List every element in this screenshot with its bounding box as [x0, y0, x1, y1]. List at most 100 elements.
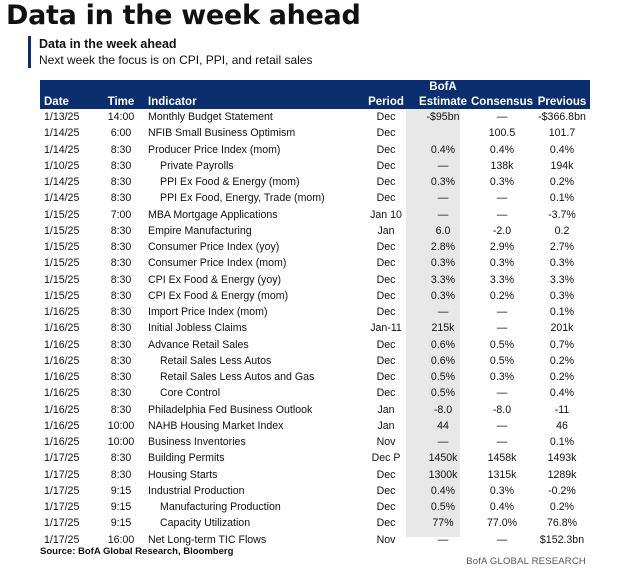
cell-period: Dec [376, 159, 396, 172]
cell-time: 8:30 [110, 322, 132, 335]
cell-consensus: 0.3% [489, 257, 515, 270]
table-row: 1/14/25 8:30 PPI Ex Food & Energy (mom) Dec… [40, 174, 590, 190]
cell-date: 1/16/25 [44, 403, 80, 416]
header-date: Date [40, 94, 96, 109]
cell-estimate: -$95bn [426, 111, 460, 124]
cell-consensus: — [496, 111, 508, 124]
cell-time: 9:15 [110, 517, 132, 530]
cell-time: 9:15 [110, 484, 132, 497]
table-row: 1/15/25 8:30 Consumer Price Index (yoy) Dec… [40, 239, 590, 255]
table-row: 1/14/25 6:00 NFIB Small Business Optimism D… [40, 125, 590, 141]
cell-consensus: — [496, 533, 508, 546]
cell-period: Dec [376, 257, 396, 270]
cell-time: 8:30 [110, 338, 132, 351]
table-row: 1/15/25 8:30 CPI Ex Food & Energy (yoy) Dec… [40, 272, 590, 288]
cell-period: Dec P [371, 452, 401, 465]
cell-consensus: 0.3% [489, 484, 515, 497]
cell-estimate: — [437, 306, 449, 319]
cell-previous: $152.3bn [539, 533, 585, 546]
cell-period: Dec [376, 192, 396, 205]
cell-previous: 2.7% [549, 241, 575, 254]
cell-date: 1/16/25 [44, 306, 80, 319]
cell-time: 16:00 [107, 533, 135, 546]
cell-previous: 0.3% [549, 257, 575, 270]
cell-indicator: Import Price Index (mom) [148, 306, 268, 319]
cell-time: 8:30 [110, 354, 132, 367]
cell-previous: 101.7 [548, 127, 576, 140]
cell-period: Dec [376, 501, 396, 514]
cell-time: 10:00 [107, 436, 135, 449]
cell-previous: 0.2% [549, 371, 575, 384]
table-card-header: Data in the week ahead Next week the foc… [28, 36, 611, 68]
cell-period: Dec [376, 273, 396, 286]
cell-estimate: 0.3% [430, 176, 456, 189]
cell-date: 1/14/25 [44, 176, 80, 189]
header-row: Date Time Indicator Period Estimate Cons… [40, 94, 590, 109]
table-row: 1/14/25 8:30 Producer Price Index (mom) Dec… [40, 142, 590, 158]
cell-time: 8:30 [110, 403, 132, 416]
cell-date: 1/16/25 [44, 419, 80, 432]
brand-label: BofA GLOBAL RESEARCH [466, 556, 586, 567]
cell-period: Dec [376, 484, 396, 497]
cell-indicator: Capacity Utilization [160, 517, 251, 530]
cell-period: Dec [376, 387, 396, 400]
cell-previous: 3.3% [549, 273, 575, 286]
table-body: 1/13/25 14:00 Monthly Budget Statement Dec -… [40, 109, 590, 548]
cell-date: 1/17/25 [44, 533, 80, 546]
cell-period: Dec [376, 371, 396, 384]
cell-previous: -$366.8bn [538, 111, 586, 124]
header-previous: Previous [534, 94, 590, 109]
table-row: 1/17/25 9:15 Manufacturing Production Dec 0.… [40, 499, 590, 515]
cell-indicator: Initial Jobless Claims [148, 322, 247, 335]
cell-date: 1/15/25 [44, 208, 80, 221]
cell-previous: 1493k [547, 452, 577, 465]
cell-indicator: Manufacturing Production [160, 501, 281, 514]
cell-previous: 0.2 [554, 224, 570, 237]
cell-estimate: 0.6% [430, 354, 456, 367]
cell-time: 8:30 [110, 159, 132, 172]
cell-estimate: 44 [437, 419, 449, 432]
cell-date: 1/16/25 [44, 322, 80, 335]
cell-date: 1/15/25 [44, 257, 80, 270]
cell-previous: -3.7% [548, 208, 576, 221]
cell-estimate: -8.0 [433, 403, 453, 416]
cell-consensus: 0.4% [489, 501, 515, 514]
cell-time: 14:00 [107, 111, 135, 124]
cell-estimate: 0.5% [430, 371, 456, 384]
table-row: 1/14/25 8:30 PPI Ex Food, Energy, Trade (m… [40, 190, 590, 206]
cell-consensus: 1315k [487, 468, 517, 481]
cell-previous: -0.2% [548, 484, 576, 497]
estimate-column-shading [406, 80, 460, 537]
cell-estimate: 215k [431, 322, 455, 335]
cell-indicator: PPI Ex Food, Energy, Trade (mom) [160, 192, 325, 205]
table-row: 1/16/25 8:30 Initial Jobless Claims Jan-11 2… [40, 320, 590, 336]
cell-estimate: 1450k [428, 452, 458, 465]
cell-consensus: 3.3% [489, 273, 515, 286]
cell-period: Nov [376, 436, 396, 449]
cell-consensus: 0.3% [489, 176, 515, 189]
cell-date: 1/17/25 [44, 468, 80, 481]
table-row: 1/15/25 8:30 Empire Manufacturing Jan 6.0 -2.… [40, 223, 590, 239]
cell-period: Jan 10 [370, 208, 402, 221]
cell-indicator: Net Long-term TIC Flows [148, 533, 267, 546]
table-row: 1/16/25 8:30 Import Price Index (mom) Dec — —… [40, 304, 590, 320]
cell-period: Nov [376, 533, 396, 546]
economic-calendar-table: BofA Date Time Indicator Period Estimate… [40, 80, 590, 548]
cell-time: 7:00 [110, 208, 132, 221]
table-row: 1/15/25 8:30 Consumer Price Index (mom) Dec… [40, 255, 590, 271]
cell-period: Dec [376, 111, 396, 124]
table-row: 1/17/25 9:15 Industrial Production Dec 0.4% 0… [40, 483, 590, 499]
cell-consensus: -2.0 [492, 224, 512, 237]
cell-estimate: — [437, 159, 449, 172]
header-estimate: Estimate [416, 94, 470, 109]
cell-date: 1/15/25 [44, 241, 80, 254]
cell-consensus: 2.9% [489, 241, 515, 254]
cell-consensus: 100.5 [488, 127, 516, 140]
cell-consensus: — [496, 306, 508, 319]
cell-estimate: 0.3% [430, 289, 456, 302]
cell-indicator: Housing Starts [148, 468, 218, 481]
cell-indicator: CPI Ex Food & Energy (yoy) [148, 273, 282, 286]
cell-estimate: 0.5% [430, 501, 456, 514]
header-estimate-top: BofA [416, 80, 470, 94]
cell-time: 8:30 [110, 241, 132, 254]
